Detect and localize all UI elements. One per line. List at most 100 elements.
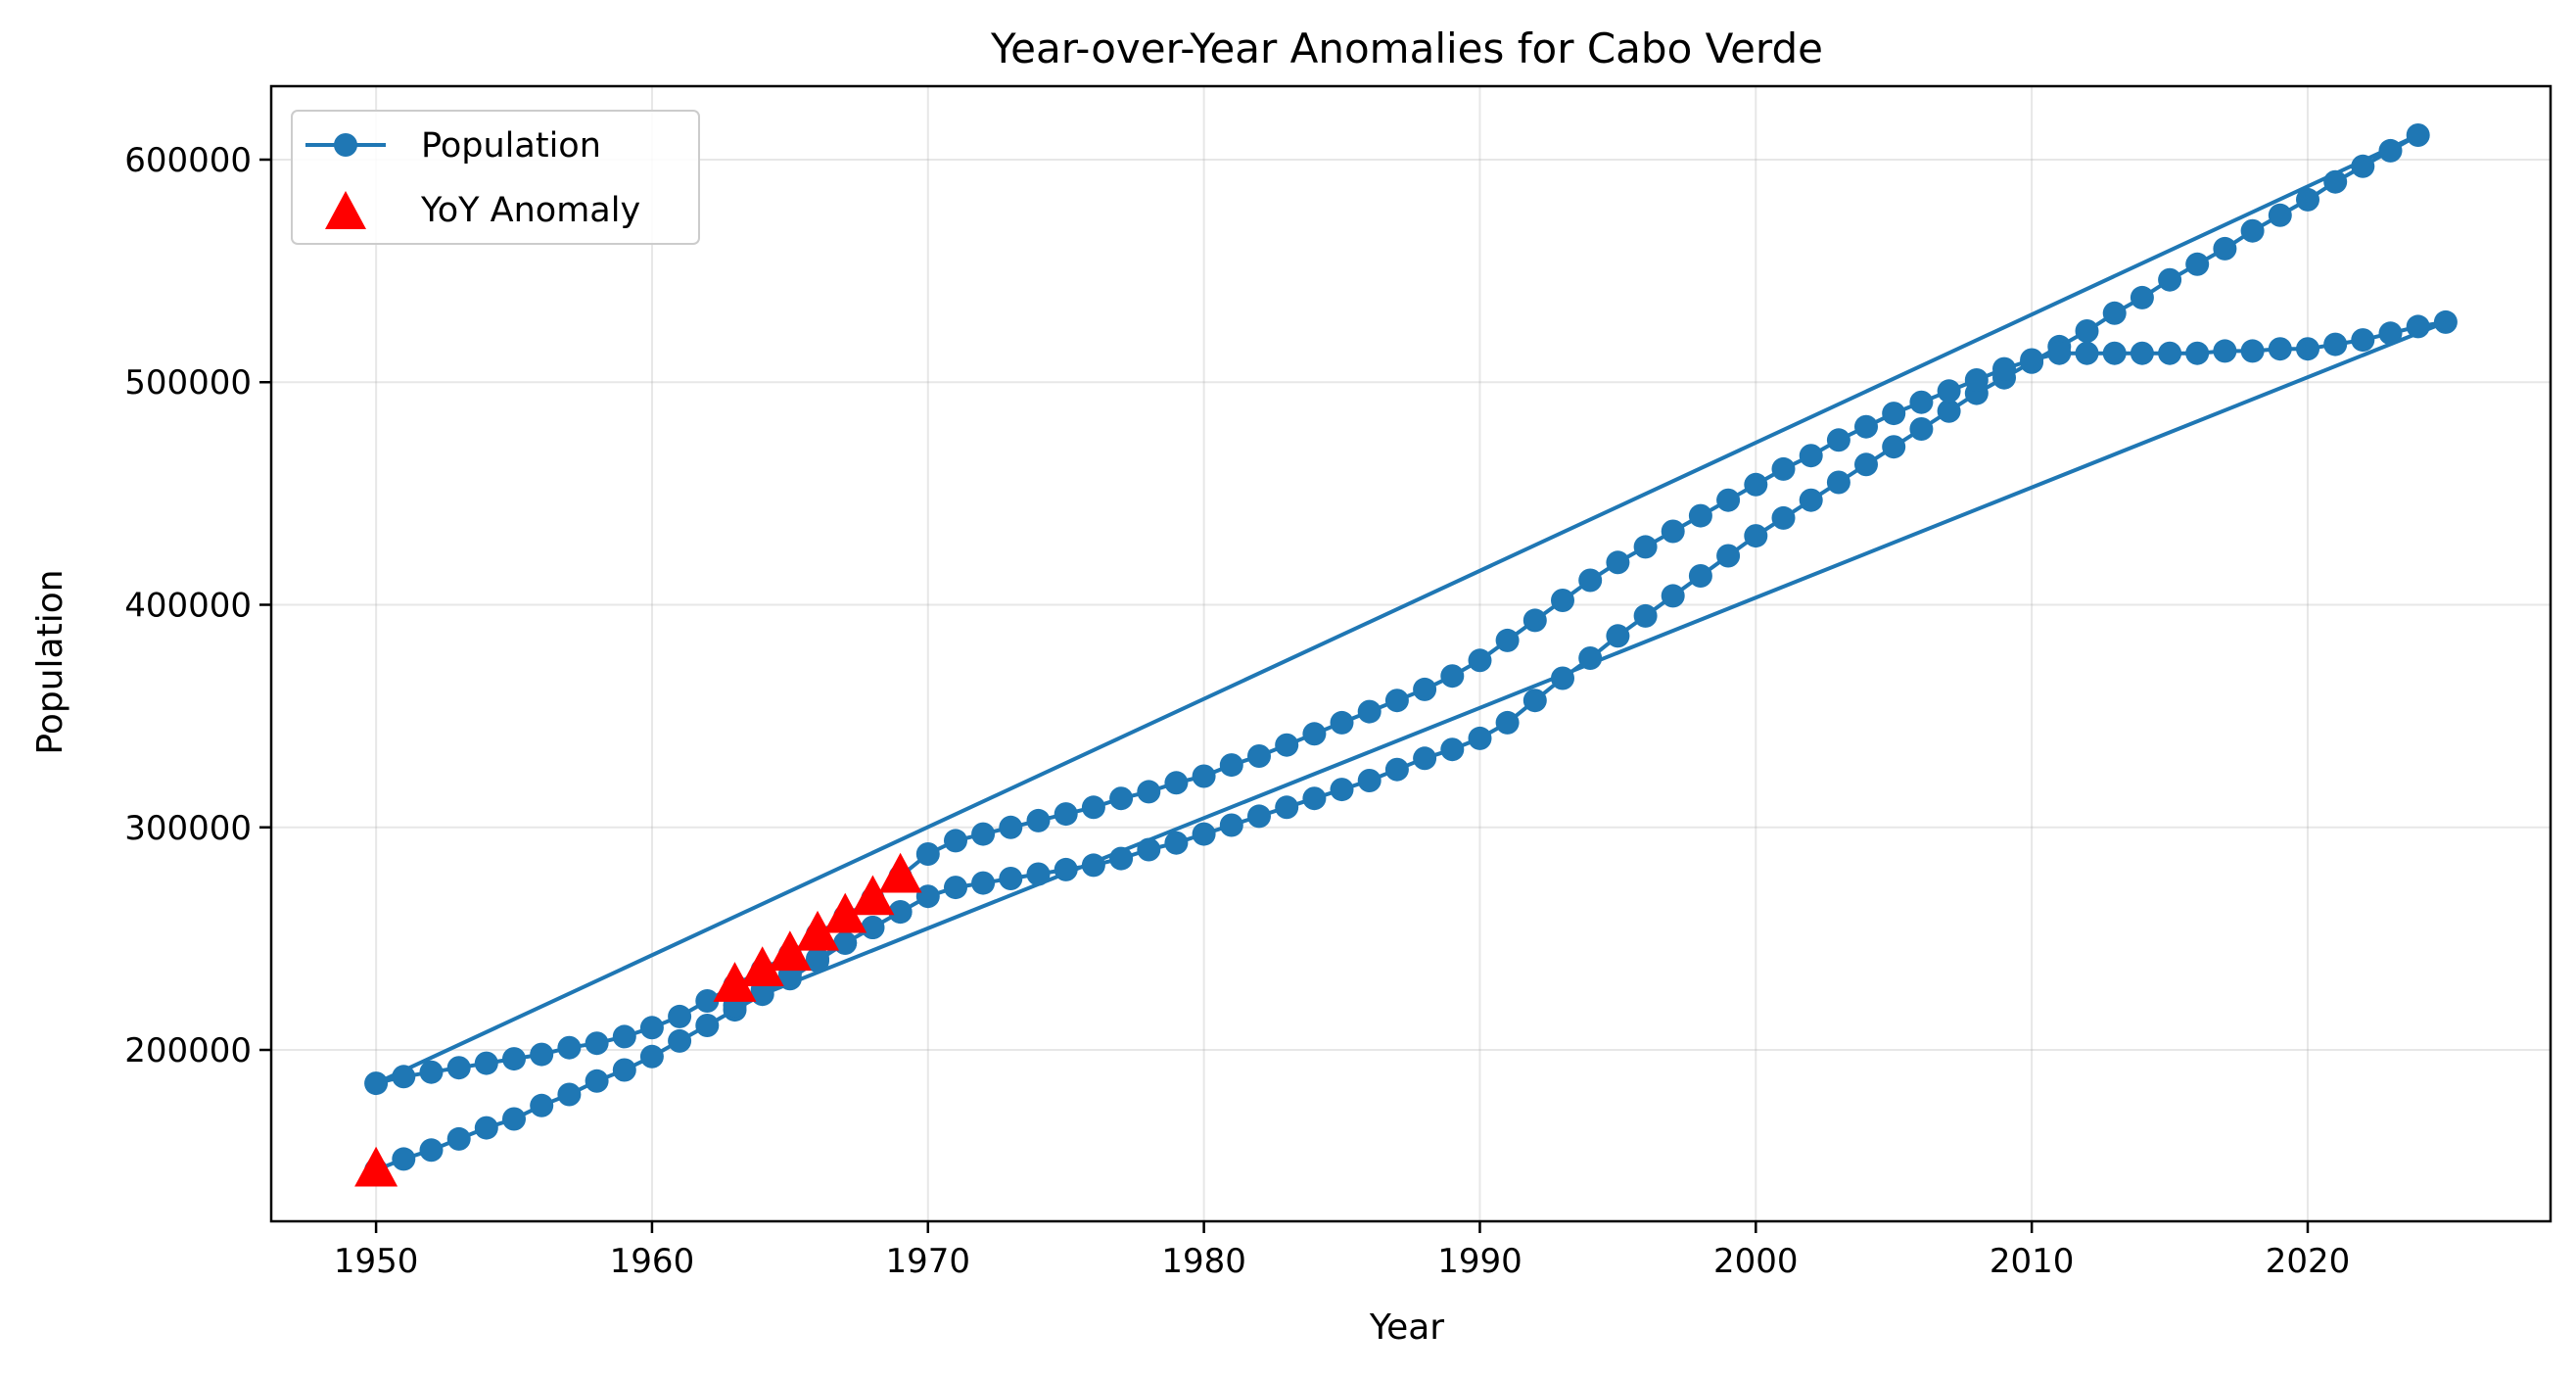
population-point xyxy=(861,916,885,939)
population-point xyxy=(806,946,829,971)
population-point xyxy=(1744,524,1768,548)
population-point xyxy=(639,1016,664,1040)
anomaly-marker xyxy=(713,962,757,1002)
population-point xyxy=(1522,689,1547,713)
x-tick-label: 1990 xyxy=(1437,1242,1522,1281)
population-point xyxy=(1633,535,1658,559)
population-point xyxy=(695,989,720,1013)
population-point xyxy=(1081,853,1105,878)
y-tick-label: 600000 xyxy=(124,141,252,180)
population-point xyxy=(639,1044,664,1069)
population-point xyxy=(1909,417,1934,441)
legend-population-label: Population xyxy=(421,126,601,166)
population-point xyxy=(1413,746,1437,771)
population-point xyxy=(612,1024,636,1049)
population-point xyxy=(1413,677,1437,701)
population-point xyxy=(2296,337,2319,361)
population-point xyxy=(2102,301,2127,325)
population-point xyxy=(1247,744,1271,768)
population-point xyxy=(2323,332,2348,356)
population-point xyxy=(2075,319,2099,343)
population-point xyxy=(1992,356,2016,381)
population-point xyxy=(1137,780,1161,804)
population-point xyxy=(971,822,996,846)
population-point xyxy=(1164,831,1189,855)
population-point xyxy=(2130,285,2154,309)
anomaly-marker xyxy=(740,946,784,987)
series-layer xyxy=(364,123,2458,1182)
population-point xyxy=(1468,726,1492,750)
population-point xyxy=(944,829,967,853)
x-tick-label: 2000 xyxy=(1713,1242,1799,1281)
population-point xyxy=(1192,764,1216,788)
population-point xyxy=(2130,341,2154,365)
y-tick-label: 300000 xyxy=(124,809,252,848)
population-point xyxy=(1688,564,1712,588)
population-point xyxy=(530,1093,554,1117)
population-point xyxy=(668,1028,692,1053)
legend-anomaly-marker xyxy=(325,191,366,229)
y-tick-label: 200000 xyxy=(124,1031,252,1070)
population-point xyxy=(971,871,996,895)
population-point xyxy=(2102,341,2127,365)
population-point xyxy=(1909,390,1934,414)
plot-frame xyxy=(269,84,2553,1223)
population-point xyxy=(1633,603,1658,628)
population-point xyxy=(474,1116,498,1140)
anomaly-layer xyxy=(354,852,922,1187)
x-tick-label: 1950 xyxy=(334,1242,419,1281)
population-point xyxy=(1357,699,1382,724)
legend-anomaly-label: YoY Anomaly xyxy=(420,191,640,230)
population-point xyxy=(1109,846,1134,871)
x-axis-label: Year xyxy=(1369,1307,1444,1348)
population-point xyxy=(419,1138,444,1163)
population-point xyxy=(2020,348,2044,372)
legend-box xyxy=(291,110,700,245)
population-point xyxy=(2240,339,2265,363)
population-point xyxy=(1661,519,1685,544)
population-point xyxy=(1164,771,1189,795)
population-point xyxy=(392,1147,416,1171)
population-point xyxy=(1716,488,1741,512)
population-point xyxy=(530,1042,554,1067)
population-point xyxy=(585,1069,609,1093)
population-point xyxy=(668,1004,692,1028)
y-axis-ticks: 200000 300000 400000 500000 600000 xyxy=(124,141,271,1070)
population-point xyxy=(1882,435,1906,459)
population-point xyxy=(999,815,1023,839)
population-point xyxy=(1219,753,1243,778)
anomaly-marker xyxy=(796,910,840,951)
population-point xyxy=(1247,804,1271,829)
population-point xyxy=(474,1051,498,1075)
x-tick-label: 1980 xyxy=(1161,1242,1246,1281)
x-axis-ticks: 1950 1960 1970 1980 1990 2000 2010 2020 xyxy=(334,1221,2350,1281)
population-point xyxy=(915,842,940,866)
population-point xyxy=(1771,456,1796,481)
population-point xyxy=(446,1056,471,1080)
population-point xyxy=(1799,444,1823,468)
population-point xyxy=(1440,737,1465,762)
population-point xyxy=(1551,589,1574,612)
population-point xyxy=(1882,402,1906,426)
population-point xyxy=(1826,428,1850,452)
population-point xyxy=(2158,341,2182,365)
population-point xyxy=(2268,203,2292,227)
population-point xyxy=(502,1047,526,1071)
anomaly-marker xyxy=(851,875,895,916)
y-tick-label: 400000 xyxy=(124,587,252,626)
population-point xyxy=(1219,813,1243,837)
x-tick-label: 2020 xyxy=(2266,1242,2351,1281)
population-point xyxy=(2406,314,2430,339)
population-point xyxy=(2047,341,2072,365)
population-point xyxy=(999,867,1023,890)
population-point xyxy=(1495,628,1520,652)
population-point xyxy=(1606,550,1630,575)
population-point xyxy=(1744,472,1768,497)
population-point xyxy=(2351,328,2375,353)
population-point xyxy=(1551,666,1574,690)
population-point xyxy=(585,1031,609,1056)
anomaly-marker xyxy=(823,892,867,933)
population-point xyxy=(1495,710,1520,735)
population-point xyxy=(2433,309,2458,334)
